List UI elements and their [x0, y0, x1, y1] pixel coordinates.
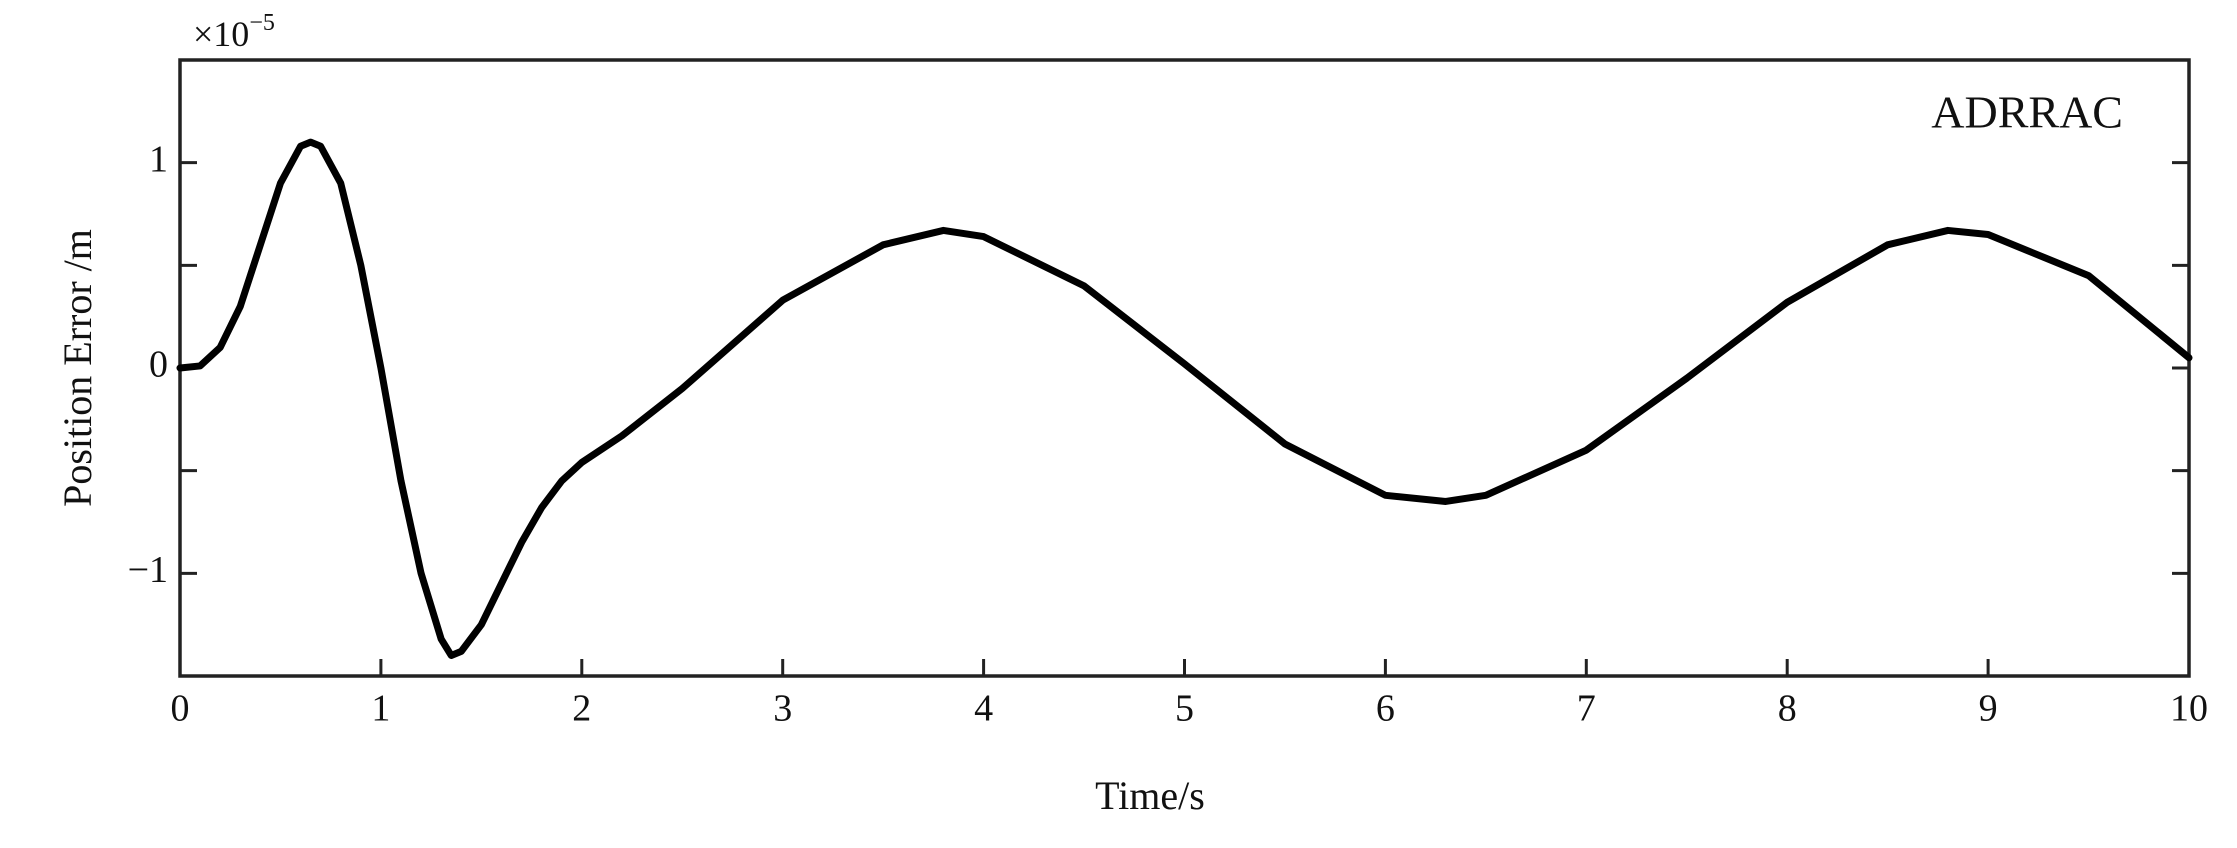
data-line: [176, 138, 2193, 659]
x-tick-label: 1: [371, 688, 390, 730]
x-tick-label: 9: [1979, 688, 1998, 730]
x-tick-label: 5: [1175, 688, 1194, 730]
x-tick-label: 8: [1778, 688, 1797, 730]
x-tick-label: 2: [572, 688, 591, 730]
y-tick-label: −1: [128, 549, 168, 591]
y-tick-label: 1: [149, 138, 168, 180]
multiplier-exponent: −5: [249, 10, 275, 36]
y-axis-label: Position Error /m: [55, 229, 100, 507]
x-tick-label: 3: [773, 688, 792, 730]
x-tick-label: 10: [2170, 688, 2208, 730]
x-axis-label: Time/s: [1095, 773, 1205, 818]
y-multiplier: ×10−5: [193, 10, 275, 55]
x-tick-label: 0: [171, 688, 190, 730]
multiplier-base: ×10: [193, 14, 249, 54]
legend-label: ADRRAC: [1931, 87, 2123, 138]
y-tick-label: 0: [149, 344, 168, 386]
x-tick-label: 7: [1577, 688, 1596, 730]
x-tick-label: 6: [1376, 688, 1395, 730]
x-tick-label: 4: [974, 688, 993, 730]
